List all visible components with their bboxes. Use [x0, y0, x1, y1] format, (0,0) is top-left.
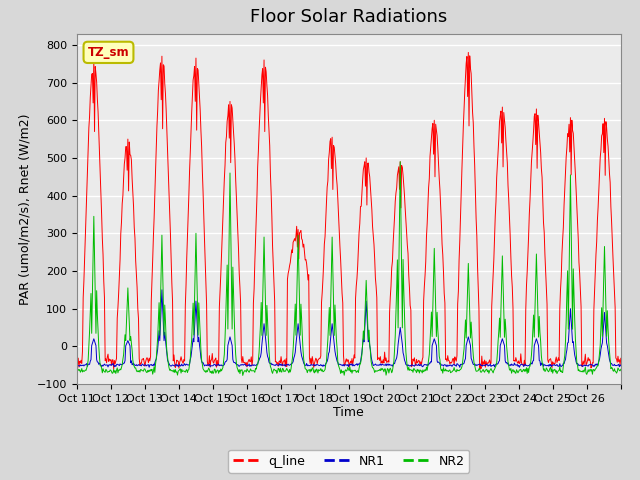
NR1 — [137, 362, 145, 368]
q_line — [476, 367, 483, 372]
Line: NR1: NR1 — [77, 290, 621, 367]
NR1 — [264, 355, 272, 361]
q_line — [617, 355, 625, 361]
NR2 — [437, 365, 445, 371]
q_line — [264, 93, 271, 98]
NR1 — [406, 363, 413, 369]
Text: TZ_sm: TZ_sm — [88, 46, 129, 59]
NR2 — [137, 367, 145, 372]
q_line — [137, 360, 145, 366]
NR1 — [73, 363, 81, 369]
NR2 — [617, 366, 625, 372]
q_line — [435, 176, 443, 181]
q_line — [284, 271, 292, 276]
NR1 — [456, 364, 463, 370]
q_line — [405, 272, 413, 277]
q_line — [73, 358, 81, 364]
Legend: q_line, NR1, NR2: q_line, NR1, NR2 — [228, 450, 470, 473]
NR2 — [396, 159, 404, 165]
Line: NR2: NR2 — [77, 162, 621, 375]
Y-axis label: PAR (umol/m2/s), Rnet (W/m2): PAR (umol/m2/s), Rnet (W/m2) — [18, 113, 31, 304]
NR2 — [73, 367, 81, 373]
Title: Floor Solar Radiations: Floor Solar Radiations — [250, 9, 447, 26]
NR2 — [264, 335, 272, 341]
NR1 — [617, 363, 625, 369]
NR1 — [158, 287, 166, 293]
NR1 — [436, 361, 444, 367]
q_line — [465, 49, 472, 55]
NR2 — [285, 370, 292, 376]
NR1 — [285, 362, 292, 368]
NR2 — [239, 372, 246, 378]
NR2 — [237, 367, 244, 373]
q_line — [237, 301, 244, 307]
NR2 — [406, 367, 414, 372]
NR1 — [237, 362, 245, 368]
Line: q_line: q_line — [77, 52, 621, 370]
X-axis label: Time: Time — [333, 407, 364, 420]
